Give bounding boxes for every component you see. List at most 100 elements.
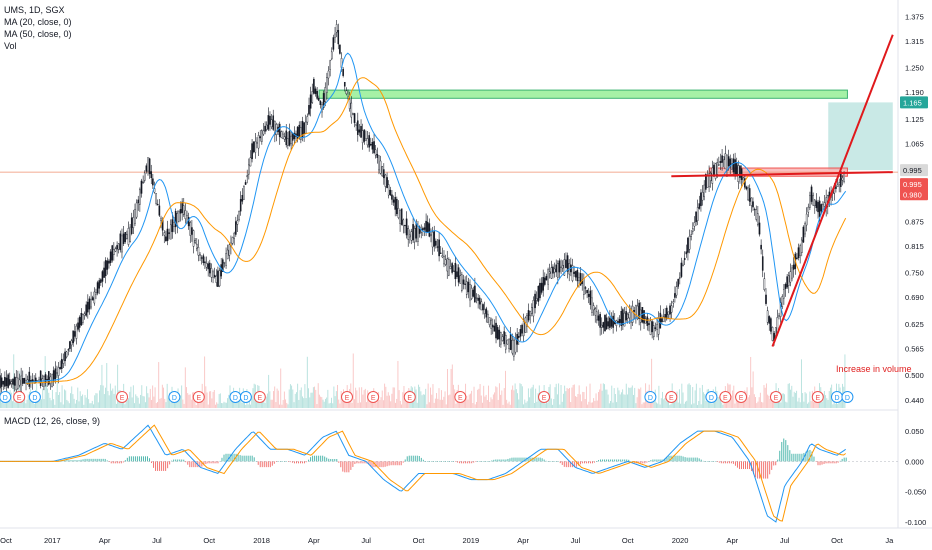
volume-bar [807,403,808,408]
volume-bar [426,404,428,408]
earnings-marker-icon[interactable] [340,391,353,403]
candle-body [648,323,650,325]
candle-body [474,285,476,303]
earnings-marker-icon[interactable] [403,391,416,403]
candle-body [207,263,209,270]
macd-histogram-bar [569,461,571,468]
earnings-marker-icon[interactable] [367,391,380,403]
macd-histogram-bar [320,455,322,462]
candle-body [804,223,806,235]
macd-histogram-bar [400,461,402,466]
support-trendline[interactable] [771,34,894,347]
volume-bar [76,399,78,408]
candle-body [165,236,167,242]
dividend-marker-icon[interactable] [841,391,854,403]
volume-bar [473,386,475,408]
earnings-marker-icon[interactable] [253,391,266,403]
candle-body [213,274,216,278]
candle-body [617,320,619,323]
volume-bar [780,402,782,408]
candle-body [143,172,146,181]
earnings-marker-icon[interactable] [665,391,678,403]
dividend-marker-icon[interactable] [705,391,718,403]
volume-bar [135,394,137,408]
volume-bar [540,396,541,408]
macd-histogram-bar [773,461,775,466]
price-tag-label: 0.980 [903,190,922,199]
dividend-marker-icon[interactable] [168,391,181,403]
volume-bar [213,390,215,408]
candle-body [64,351,66,362]
dividend-marker-icon[interactable] [239,391,252,403]
candle-body [591,297,593,313]
macd-histogram-bar [547,461,549,462]
candle-body [368,135,370,148]
breakout-trendline[interactable] [671,171,893,178]
volume-bar [438,388,440,408]
candle-body [735,163,738,175]
earnings-marker-icon[interactable] [769,391,782,403]
volume-bar [698,401,700,408]
volume-bar [569,387,570,408]
earnings-marker-icon[interactable] [13,391,26,403]
earnings-marker-icon[interactable] [454,391,467,403]
candle-body [223,262,226,264]
volume-bar [788,383,790,408]
dividend-marker-icon[interactable] [644,391,657,403]
volume-bar [396,398,398,408]
earnings-marker-icon[interactable] [192,391,205,403]
earnings-marker-icon[interactable] [538,391,551,403]
volume-bar [576,396,578,408]
volume-bar [134,403,136,408]
price-tag [900,178,928,191]
candle-body [208,262,211,274]
candle-body [539,282,541,299]
volume-bar [421,395,423,408]
candle-body [561,265,564,269]
volume-bar [430,387,431,408]
macd-histogram-bar [408,455,410,462]
macd-histogram-bar [724,461,726,464]
candle-body [103,267,105,278]
earnings-marker-icon[interactable] [735,391,748,403]
time-tick-label: Jul [152,536,162,545]
candle-body [108,260,110,264]
macd-histogram-bar [692,457,694,462]
time-tick-label: Oct [622,536,635,545]
volume-bar [518,399,520,408]
macd-histogram-bar [213,461,215,464]
candle-body [709,172,712,182]
macd-histogram-bar [151,461,153,464]
candle-body [662,316,665,323]
volume-bar [436,393,438,408]
macd-histogram-bar [122,461,124,463]
macd-histogram-bar [239,455,241,462]
macd-histogram-bar [839,460,841,462]
candle-body [337,30,340,45]
macd-histogram-bar [793,453,795,462]
volume-bar [813,402,814,408]
macd-histogram-bar [336,459,338,462]
volume-bar [599,389,601,408]
volume-bar [600,383,602,408]
volume-bar [805,393,807,408]
earnings-marker-icon[interactable] [116,391,129,403]
candle-body [378,155,380,171]
candle-body [679,277,681,279]
candle-body [643,310,645,324]
dividend-marker-icon[interactable] [0,391,12,403]
dividend-marker-icon[interactable] [28,391,41,403]
earnings-marker-icon[interactable] [719,391,732,403]
candle-body [46,378,48,381]
volume-bar [469,393,471,408]
volume-bar [415,389,417,408]
candle-body [683,258,686,261]
earnings-marker-icon[interactable] [811,391,824,403]
candle-body [701,191,704,201]
macd-histogram-bar [455,461,457,462]
candle-body [622,309,624,326]
volume-bar [782,393,784,408]
volume-bar [321,397,323,408]
event-marker-label: D [648,395,653,402]
